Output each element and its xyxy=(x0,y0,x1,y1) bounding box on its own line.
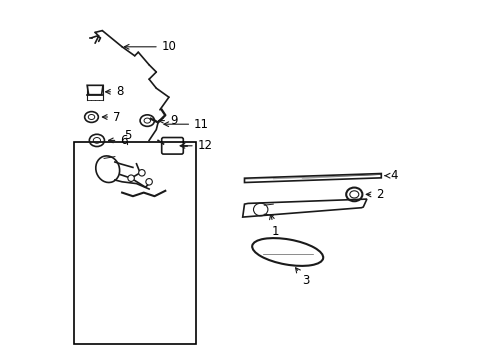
Ellipse shape xyxy=(127,175,134,181)
Text: 12: 12 xyxy=(180,139,212,152)
Text: 6: 6 xyxy=(108,134,127,147)
Text: 2: 2 xyxy=(366,188,383,201)
Bar xyxy=(73,142,196,344)
Ellipse shape xyxy=(139,170,145,176)
Text: 5: 5 xyxy=(123,129,131,142)
Ellipse shape xyxy=(145,179,152,185)
Text: 1: 1 xyxy=(269,215,278,238)
Text: 11: 11 xyxy=(163,118,209,131)
Text: 3: 3 xyxy=(295,268,309,287)
Text: 7: 7 xyxy=(102,111,121,123)
Text: 10: 10 xyxy=(124,40,176,53)
Text: 9: 9 xyxy=(158,114,177,127)
Text: 4: 4 xyxy=(384,169,397,182)
Text: 8: 8 xyxy=(105,85,123,98)
